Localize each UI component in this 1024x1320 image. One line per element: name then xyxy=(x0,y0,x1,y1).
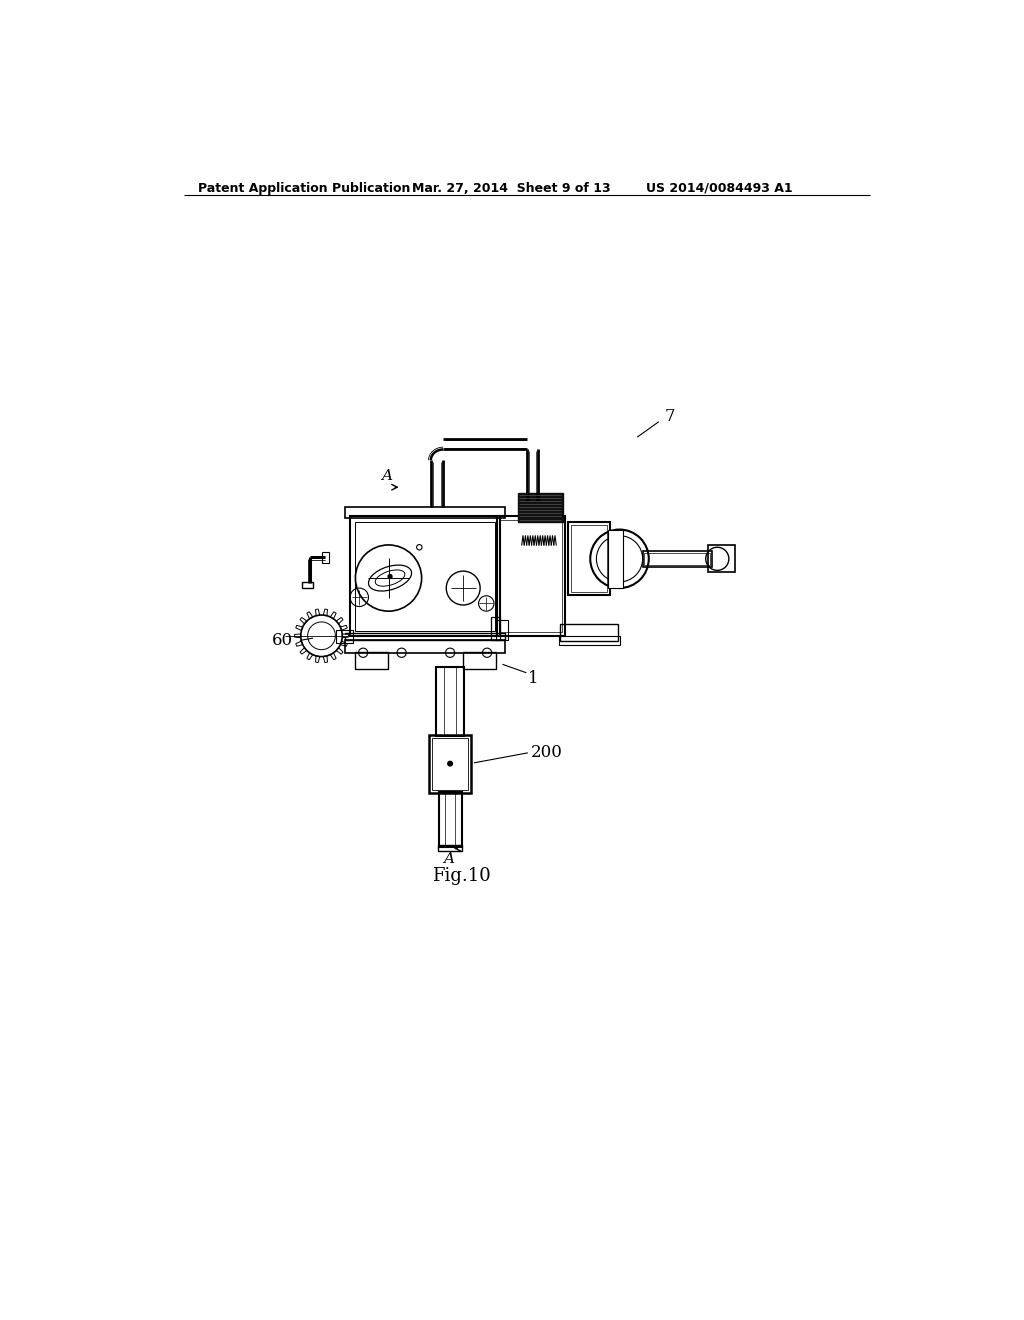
Bar xyxy=(432,738,468,789)
Circle shape xyxy=(388,574,392,578)
Bar xyxy=(345,507,505,517)
Text: 200: 200 xyxy=(530,744,562,762)
Bar xyxy=(302,582,313,589)
Polygon shape xyxy=(336,618,343,624)
Bar xyxy=(429,735,471,793)
Polygon shape xyxy=(295,634,301,638)
Text: 1: 1 xyxy=(528,669,539,686)
Polygon shape xyxy=(315,656,319,663)
Text: US 2014/0084493 A1: US 2014/0084493 A1 xyxy=(646,182,793,194)
Bar xyxy=(559,636,621,645)
Polygon shape xyxy=(300,618,307,624)
Bar xyxy=(497,516,565,636)
Bar xyxy=(355,521,495,631)
Bar xyxy=(608,529,624,589)
Bar xyxy=(708,545,735,572)
Polygon shape xyxy=(296,642,303,647)
Bar xyxy=(644,553,711,565)
Polygon shape xyxy=(296,626,303,631)
Bar xyxy=(345,640,505,653)
Circle shape xyxy=(447,762,453,766)
Text: Patent Application Publication: Patent Application Publication xyxy=(199,182,411,194)
Text: A: A xyxy=(443,853,454,866)
Polygon shape xyxy=(342,634,348,638)
Bar xyxy=(322,552,330,562)
Bar xyxy=(571,525,607,591)
Bar xyxy=(568,521,610,595)
Text: Mar. 27, 2014  Sheet 9 of 13: Mar. 27, 2014 Sheet 9 of 13 xyxy=(412,182,610,194)
Bar xyxy=(438,845,463,851)
Polygon shape xyxy=(331,653,336,660)
Polygon shape xyxy=(307,653,312,660)
Polygon shape xyxy=(336,648,343,655)
Bar xyxy=(345,634,505,640)
Polygon shape xyxy=(340,626,347,631)
Text: Fig.10: Fig.10 xyxy=(432,867,492,884)
Polygon shape xyxy=(324,656,328,663)
Bar xyxy=(438,792,462,847)
Bar xyxy=(463,652,496,669)
Polygon shape xyxy=(307,611,312,619)
Text: 7: 7 xyxy=(665,408,675,425)
Bar xyxy=(350,516,500,636)
Bar xyxy=(355,652,388,669)
Polygon shape xyxy=(340,642,347,647)
Text: A: A xyxy=(382,470,392,483)
Bar xyxy=(560,624,617,642)
Polygon shape xyxy=(315,609,319,615)
Polygon shape xyxy=(324,609,328,615)
Bar xyxy=(490,616,500,640)
Bar xyxy=(643,552,712,566)
Bar xyxy=(497,620,508,640)
Bar xyxy=(436,667,464,737)
Bar xyxy=(500,520,562,632)
Polygon shape xyxy=(331,611,336,619)
Text: 60: 60 xyxy=(271,632,293,649)
Polygon shape xyxy=(300,648,307,655)
Bar xyxy=(336,630,353,643)
Bar xyxy=(518,492,562,521)
